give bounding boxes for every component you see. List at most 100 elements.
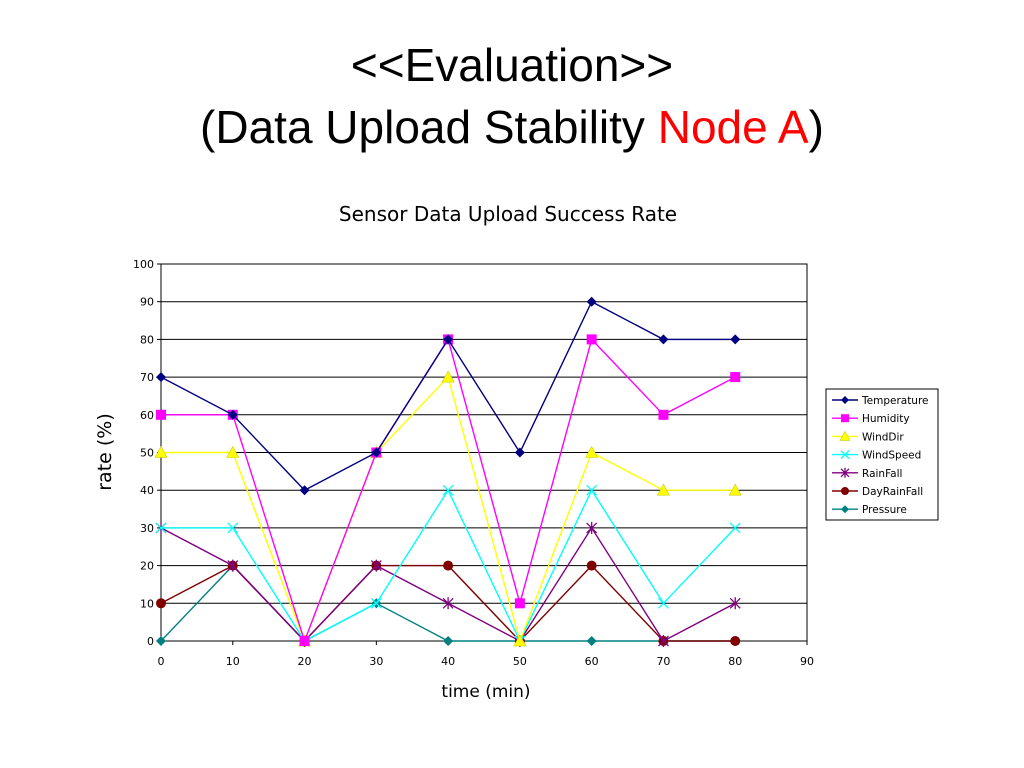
legend-label: Pressure	[862, 504, 907, 516]
legend-swatch-marker	[841, 414, 849, 423]
data-point	[156, 636, 166, 646]
data-point	[730, 334, 741, 345]
data-point	[586, 636, 597, 646]
legend-label: Temperature	[861, 395, 929, 407]
legend-label: WindSpeed	[862, 450, 921, 462]
legend-swatch-marker	[840, 450, 850, 460]
data-point	[443, 334, 454, 345]
data-point	[227, 409, 238, 420]
chart-title: Sensor Data Upload Success Rate	[339, 202, 677, 226]
data-point	[658, 409, 669, 420]
data-point	[227, 522, 239, 534]
slide-title-line1: <<Evaluation>>	[350, 39, 674, 91]
legend-swatch-marker	[841, 505, 849, 514]
data-point	[299, 636, 310, 646]
data-point	[156, 409, 166, 420]
x-tick-label: 60	[585, 655, 599, 668]
y-tick-label: 40	[140, 484, 154, 497]
x-tick-label: 20	[298, 655, 312, 668]
y-tick-label: 60	[140, 409, 154, 422]
data-point	[370, 597, 382, 609]
data-point	[443, 560, 454, 571]
legend-item: WindDir	[832, 430, 904, 443]
slide-title: <<Evaluation>> (Data Upload Stability No…	[0, 34, 1024, 158]
legend-swatch-marker	[839, 430, 851, 441]
legend-item: DayRainFall	[832, 486, 923, 498]
data-point	[586, 560, 597, 571]
y-tick-label: 90	[140, 296, 154, 309]
data-point	[656, 483, 670, 496]
data-point	[729, 597, 741, 610]
data-point	[658, 334, 669, 345]
y-tick-label: 30	[140, 522, 154, 535]
legend-item: Humidity	[832, 413, 910, 425]
x-tick-label: 90	[800, 655, 814, 668]
slide-title-accent: Node A	[657, 101, 809, 153]
data-point	[370, 559, 382, 572]
legend-swatch-marker	[840, 467, 850, 478]
data-point	[730, 636, 741, 646]
data-point	[586, 296, 597, 307]
data-point	[154, 445, 168, 458]
data-point	[443, 636, 454, 646]
legend-item: RainFall	[832, 468, 902, 480]
data-point	[441, 370, 455, 383]
x-tick-label: 10	[226, 655, 240, 668]
legend-swatch-marker	[841, 487, 849, 495]
y-axis-ticks: 0 10 20 30 40 50 60 70 80 90 100	[133, 258, 161, 648]
data-point	[730, 372, 741, 383]
data-point	[729, 522, 741, 534]
y-tick-label: 10	[140, 597, 154, 610]
x-axis-ticks: 0 10 20 30 40 50 60 70 80 90	[158, 641, 814, 668]
data-point	[155, 522, 167, 534]
y-tick-label: 20	[140, 560, 154, 573]
data-point	[586, 521, 598, 534]
y-tick-label: 0	[147, 635, 154, 648]
data-point	[586, 484, 598, 496]
data-point	[156, 598, 166, 609]
legend-label: RainFall	[862, 468, 902, 480]
data-point	[657, 597, 669, 609]
data-point	[227, 559, 239, 572]
data-point	[513, 634, 527, 647]
x-tick-label: 80	[728, 655, 742, 668]
y-axis-label: rate (%)	[94, 413, 116, 491]
legend-item: Temperature	[832, 395, 929, 407]
y-tick-label: 70	[140, 371, 154, 384]
data-point	[514, 598, 525, 609]
y-tick-label: 80	[140, 333, 154, 346]
slide-title-suffix: )	[808, 101, 824, 153]
x-tick-label: 50	[513, 655, 527, 668]
legend-item: WindSpeed	[832, 450, 921, 462]
x-axis-label: time (min)	[441, 682, 530, 702]
series-temperature	[156, 296, 741, 496]
x-tick-label: 30	[369, 655, 383, 668]
legend-label: WindDir	[862, 431, 904, 443]
legend-swatch-marker	[841, 396, 849, 404]
legend-label: DayRainFall	[862, 486, 923, 498]
x-tick-label: 0	[158, 655, 165, 668]
legend-label: Humidity	[862, 413, 910, 425]
y-tick-label: 50	[140, 447, 154, 460]
slide-title-prefix: (Data Upload Stability	[200, 101, 658, 153]
data-point	[442, 597, 454, 610]
data-point	[728, 483, 742, 496]
legend-item: Pressure	[832, 504, 907, 516]
slide-title-line2: (Data Upload Stability Node A)	[0, 96, 1024, 158]
y-tick-label: 100	[133, 258, 154, 271]
data-point	[371, 447, 382, 458]
data-point	[156, 372, 166, 383]
data-point	[226, 445, 240, 458]
x-tick-label: 70	[656, 655, 670, 668]
x-tick-label: 40	[441, 655, 455, 668]
data-point	[514, 447, 525, 458]
data-point	[442, 484, 454, 496]
series-windspeed	[155, 484, 741, 647]
data-point	[586, 334, 597, 345]
data-point	[585, 445, 599, 458]
data-point	[299, 485, 310, 496]
data-point	[657, 635, 669, 647]
series-group	[154, 296, 742, 647]
legend: Temperature Humidity WindDir WindSpeed RainF…	[825, 388, 939, 521]
